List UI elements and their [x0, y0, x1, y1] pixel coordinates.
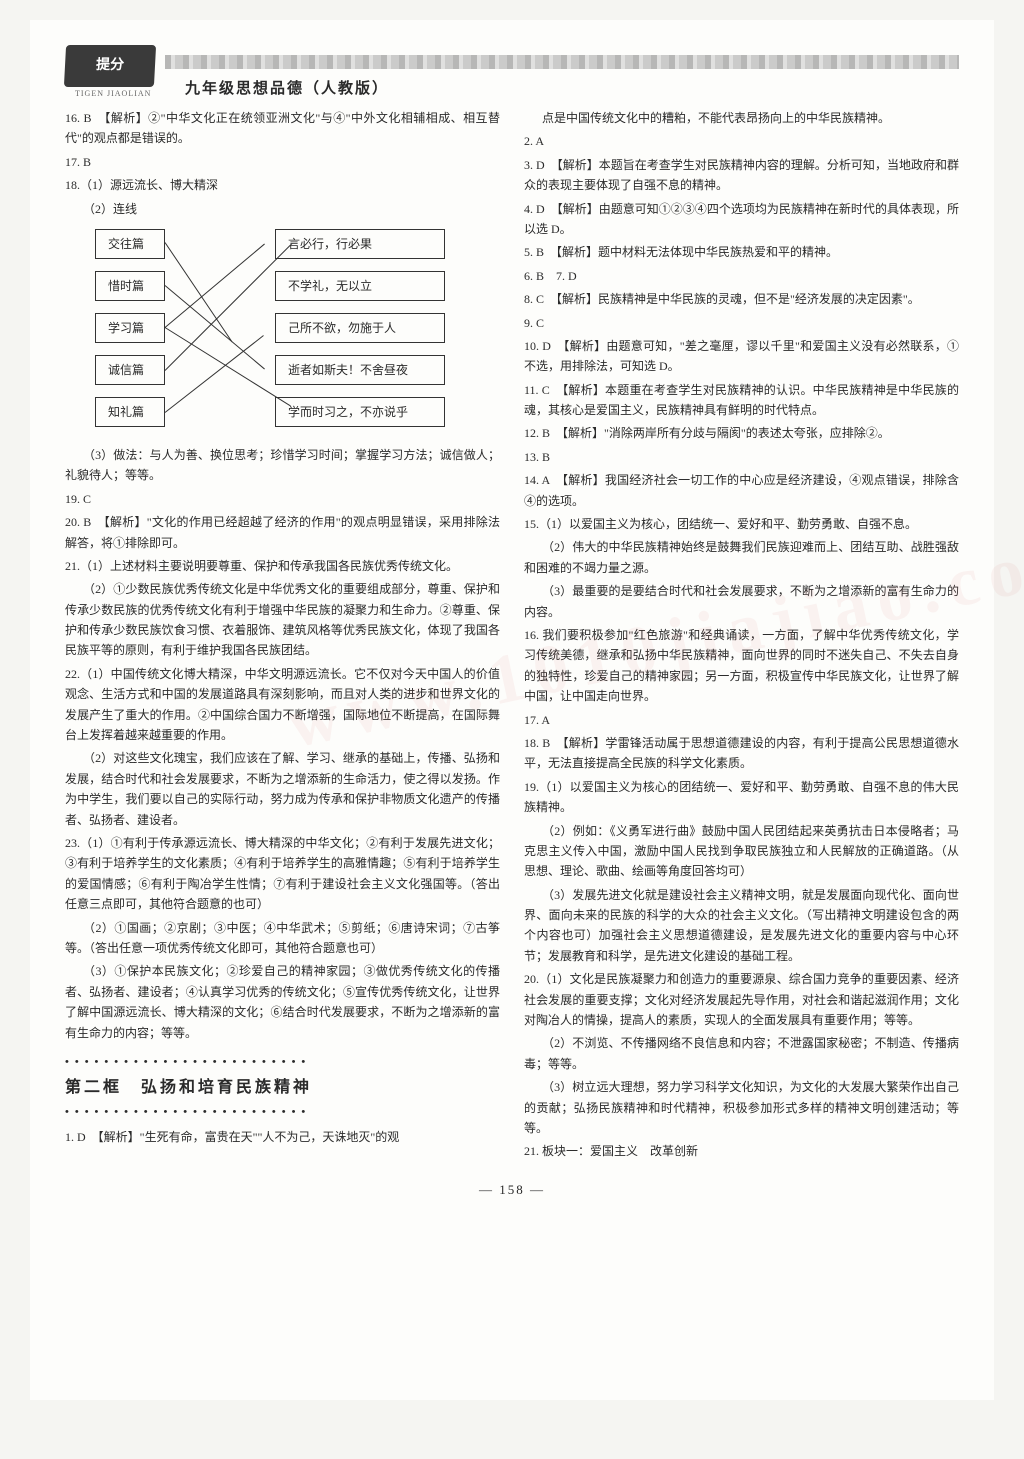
- q18-2: （2）连线: [65, 199, 500, 219]
- r15-2: （2）伟大的中华民族精神始终是鼓舞我们民族迎难而上、团结互助、战胜强敌和困难的不…: [524, 537, 959, 578]
- match-left-4: 知礼篇: [95, 397, 165, 427]
- r19-1: 19.（1）以爱国主义为核心的团结统一、爱好和平、勤劳勇敢、自强不息的伟大民族精…: [524, 777, 959, 818]
- q21-1: 21.（1）上述材料主要说明要尊重、保护和传承我国各民族优秀传统文化。: [65, 556, 500, 576]
- r13: 13. B: [524, 447, 959, 467]
- q22-1: 22.（1）中国传统文化博大精深，中华文明源远流长。它不仅对今天中国人的价值观念…: [65, 664, 500, 746]
- right-column: 点是中国传统文化中的糟粕，不能代表昂扬向上的中华民族精神。 2. A 3. D …: [524, 108, 959, 1165]
- match-right-1: 不学礼，无以立: [275, 271, 445, 301]
- r15-3: （3）最重要的是要结合时代和社会发展要求，不断为之增添新的富有生命力的内容。: [524, 581, 959, 622]
- r14: 14. A 【解析】我国经济社会一切工作的中心应是经济建设，④观点错误，排除含④…: [524, 470, 959, 511]
- q18-1: 18.（1）源远流长、博大精深: [65, 175, 500, 195]
- section2-title: 第二框 弘扬和培育民族精神: [65, 1074, 500, 1101]
- page-number: — 158 —: [65, 1179, 959, 1201]
- r6-7: 6. B 7. D: [524, 266, 959, 286]
- page-title: 九年级思想品德（人教版）: [185, 77, 389, 103]
- matching-diagram: 交往篇 惜时篇 学习篇 诚信篇 知礼篇 言必行，行必果 不学礼，无以立 己所不欲…: [95, 227, 445, 437]
- match-left-1: 惜时篇: [95, 271, 165, 301]
- match-right-2: 己所不欲，勿施于人: [275, 313, 445, 343]
- header-band: 提分 TIGEN JIAOLIAN 九年级思想品德（人教版）: [65, 45, 959, 100]
- dots-top: •••••••••••••••••••••••••: [65, 1053, 500, 1072]
- r19-3: （3）发展先进文化就是建设社会主义精神文明，就是发展面向现代化、面向世界、面向未…: [524, 885, 959, 967]
- r10: 10. D 【解析】由题意可知，"差之毫厘，谬以千里"和爱国主义没有必然联系，①…: [524, 336, 959, 377]
- match-right-3: 逝者如斯夫！不舍昼夜: [275, 355, 445, 385]
- r20-2: （2）不浏览、不传播网络不良信息和内容；不泄露国家秘密；不制造、传播病毒；等等。: [524, 1033, 959, 1074]
- match-left-0: 交往篇: [95, 229, 165, 259]
- match-right-4: 学而时习之，不亦说乎: [275, 397, 445, 427]
- r11: 11. C 【解析】本题重在考查学生对民族精神的认识。中华民族精神是中华民族的魂…: [524, 380, 959, 421]
- r12: 12. B 【解析】"消除两岸所有分歧与隔阂"的表述太夸张，应排除②。: [524, 423, 959, 443]
- r5: 5. B 【解析】题中材料无法体现中华民族热爱和平的精神。: [524, 242, 959, 262]
- page: www.1010jiajiao.com 提分 TIGEN JIAOLIAN 九年…: [30, 20, 994, 1400]
- r18: 18. B 【解析】学雷锋活动属于思想道德建设的内容，有利于提高公民思想道德水平…: [524, 733, 959, 774]
- left-column: 16. B 【解析】②"中华文化正在统领亚洲文化"与④"中外文化相辅相成、相互替…: [65, 108, 500, 1165]
- q23-1: 23.（1）①有利于传承源远流长、博大精深的中华文化；②有利于发展先进文化；③有…: [65, 833, 500, 915]
- q23-2: （2）①国画；②京剧；③中医；④中华武术；⑤剪纸；⑥唐诗宋词；⑦古筝等。（答出任…: [65, 918, 500, 959]
- r9: 9. C: [524, 313, 959, 333]
- r17: 17. A: [524, 710, 959, 730]
- match-right-0: 言必行，行必果: [275, 229, 445, 259]
- r-cont: 点是中国传统文化中的糟粕，不能代表昂扬向上的中华民族精神。: [524, 108, 959, 128]
- logo-sub: TIGEN JIAOLIAN: [75, 87, 151, 101]
- q18-3: （3）做法：与人为善、换位思考；珍惜学习时间；掌握学习方法；诚信做人；礼貌待人；…: [65, 445, 500, 486]
- header-decoration: [165, 55, 959, 69]
- q19: 19. C: [65, 489, 500, 509]
- r16: 16. 我们要积极参加"红色旅游"和经典诵读，一方面，了解中华优秀传统文化，学习…: [524, 625, 959, 707]
- r19-2: （2）例如：《义勇军进行曲》鼓励中国人民团结起来英勇抗击日本侵略者；马克思主义传…: [524, 821, 959, 882]
- match-left-3: 诚信篇: [95, 355, 165, 385]
- match-left-2: 学习篇: [95, 313, 165, 343]
- r20-1: 20.（1）文化是民族凝聚力和创造力的重要源泉、综合国力竞争的重要因素、经济社会…: [524, 969, 959, 1030]
- section-divider: ••••••••••••••••••••••••• 第二框 弘扬和培育民族精神 …: [65, 1053, 500, 1122]
- content-columns: 16. B 【解析】②"中华文化正在统领亚洲文化"与④"中外文化相辅相成、相互替…: [65, 108, 959, 1165]
- r20-3: （3）树立远大理想，努力学习科学文化知识，为文化的大发展大繁荣作出自己的贡献；弘…: [524, 1077, 959, 1138]
- r3: 3. D 【解析】本题旨在考查学生对民族精神内容的理解。分析可知，当地政府和群众…: [524, 155, 959, 196]
- r4: 4. D 【解析】由题意可知①②③④四个选项均为民族精神在新时代的具体表现，所以…: [524, 199, 959, 240]
- q20: 20. B 【解析】"文化的作用已经超越了经济的作用"的观点明显错误，采用排除法…: [65, 512, 500, 553]
- dots-bottom: •••••••••••••••••••••••••: [65, 1103, 500, 1122]
- q17: 17. B: [65, 152, 500, 172]
- q21-2: （2）①少数民族优秀传统文化是中华优秀文化的重要组成部分，尊重、保护和传承少数民…: [65, 579, 500, 661]
- q22-2: （2）对这些文化瑰宝，我们应该在了解、学习、继承的基础上，传播、弘扬和发展，结合…: [65, 748, 500, 830]
- r2: 2. A: [524, 131, 959, 151]
- s2-q1: 1. D 【解析】"生死有命，富贵在天""人不为己，天诛地灭"的观: [65, 1127, 500, 1147]
- r15-1: 15.（1）以爱国主义为核心，团结统一、爱好和平、勤劳勇敢、自强不息。: [524, 514, 959, 534]
- logo: 提分: [64, 45, 156, 87]
- r8: 8. C 【解析】民族精神是中华民族的灵魂，但不是"经济发展的决定因素"。: [524, 289, 959, 309]
- q23-3: （3）①保护本民族文化；②珍爱自己的精神家园；③做优秀传统文化的传播者、弘扬者、…: [65, 961, 500, 1043]
- r21: 21. 板块一：爱国主义 改革创新: [524, 1141, 959, 1161]
- q16: 16. B 【解析】②"中华文化正在统领亚洲文化"与④"中外文化相辅相成、相互替…: [65, 108, 500, 149]
